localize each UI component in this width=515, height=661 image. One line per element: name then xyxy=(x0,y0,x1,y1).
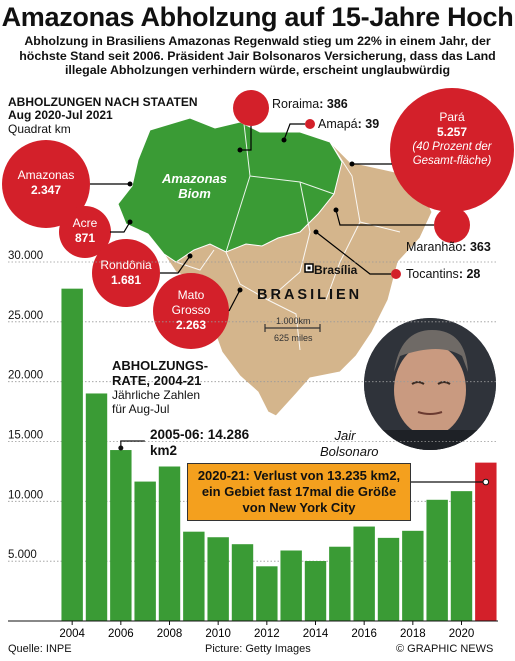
map-heading-line2: Aug 2020-Jul 2021 xyxy=(8,108,113,122)
bubble-rondonia xyxy=(92,239,160,307)
bar-2007 xyxy=(134,481,156,621)
state-label-para: Pará 5.257 (40 Prozent der Gesamt-fläche… xyxy=(394,110,510,168)
annotation-2021: 2020-21: Verlust von 13.235 km2, ein Geb… xyxy=(187,463,411,521)
chart-subtitle: Jährliche Zahlen für Aug-Jul xyxy=(112,388,201,416)
x-tick-label: 2016 xyxy=(351,628,377,640)
bar-2020 xyxy=(450,491,473,621)
bar-2011 xyxy=(231,544,254,621)
state-name-tocantins: Tocantins xyxy=(406,267,459,281)
map-scale-miles: 625 miles xyxy=(274,333,313,343)
state-label-rondonia: Rondônia 1.681 xyxy=(93,258,159,288)
x-tick-label: 2020 xyxy=(449,628,475,640)
chart-title: ABHOLZUNGS-RATE, 2004-21 xyxy=(112,358,209,388)
annotation-2006-leader xyxy=(120,440,145,449)
state-name-matogrosso: Mato Grosso xyxy=(171,288,211,317)
state-value-para: 5.257 xyxy=(436,125,468,139)
bubble-matogrosso xyxy=(153,273,229,349)
state-value-matogrosso: 2.263 xyxy=(175,318,207,332)
bubble-amapa xyxy=(305,119,315,129)
state-value-rondonia: 1.681 xyxy=(110,273,142,287)
state-label-acre: Acre 871 xyxy=(61,216,109,246)
bar-2005 xyxy=(85,393,108,621)
state-name-para: Pará xyxy=(439,110,465,124)
state-name-amazonas: Amazonas xyxy=(17,168,75,182)
map-unit: Quadrat km xyxy=(8,122,71,136)
y-tick-label: 30.000 xyxy=(8,250,43,262)
state-label-maranhao: Maranhão: 363 xyxy=(406,240,491,254)
x-tick-label: 2008 xyxy=(157,628,183,640)
bar-2004 xyxy=(61,288,83,621)
state-label-amapa: Amapá: 39 xyxy=(318,117,380,131)
deforestation-bar-chart: 5.000 10.000 15.000 20.000 25.000 30.000 2004 2… xyxy=(8,250,498,640)
photo-caption: Jair Bolsonaro xyxy=(320,428,379,459)
bubble-amazonas xyxy=(2,140,90,228)
state-value-tocantins: 28 xyxy=(466,267,481,281)
footer-brand: © GRAPHIC NEWS xyxy=(396,643,494,655)
page-title: Amazonas Abholzung auf 15-Jahre Hoch xyxy=(1,2,514,32)
state-value-roraima: 386 xyxy=(326,97,348,111)
bar-2009 xyxy=(183,531,205,621)
x-tick-label: 2006 xyxy=(108,628,134,640)
state-name-rondonia: Rondônia xyxy=(100,258,152,272)
x-tick-label: 2010 xyxy=(205,628,231,640)
amazon-biome-label-line1: Amazonas xyxy=(162,171,228,186)
bolsonaro-photo xyxy=(364,318,496,450)
state-value-maranhao: 363 xyxy=(469,240,491,254)
bubble-roraima xyxy=(233,90,269,126)
amazon-biome-label-line2: Biom xyxy=(178,186,211,201)
x-tick-label: 2012 xyxy=(254,628,280,640)
map-scale: 1.000km 625 miles xyxy=(274,316,313,344)
amazon-biome-label: Amazonas Biom xyxy=(162,171,227,201)
state-label-amazonas: Amazonas 2.347 xyxy=(4,168,88,198)
state-label-matogrosso: Mato Grosso 2.263 xyxy=(163,288,219,333)
bar-2014 xyxy=(304,561,327,621)
bar-2019 xyxy=(426,499,448,621)
state-name-amapa: Amapá xyxy=(318,117,358,131)
footer-source: Quelle: INPE xyxy=(8,643,72,655)
state-name-acre: Acre xyxy=(72,216,98,230)
page-subtitle: Abholzung in Brasiliens Amazonas Regenwa… xyxy=(19,34,496,77)
annotation-2006: 2005-06: 14.286 km2 xyxy=(150,427,250,458)
state-value-amazonas: 2.347 xyxy=(30,183,62,197)
y-tick-label: 5.000 xyxy=(8,549,37,561)
capital-label: Brasília xyxy=(314,263,358,277)
state-note-para: (40 Prozent der Gesamt-fläche) xyxy=(412,141,492,167)
bubble-tocantins xyxy=(391,269,401,279)
bar-2016 xyxy=(353,526,375,621)
x-tick-label: 2014 xyxy=(303,628,329,640)
map-heading-line1: ABHOLZUNGEN NACH STAATEN xyxy=(8,95,198,109)
footer-picture: Picture: Getty Images xyxy=(205,643,311,655)
y-tick-label: 15.000 xyxy=(8,430,43,442)
bar-2013 xyxy=(280,550,302,621)
bar-2021 xyxy=(475,462,497,621)
bubble-maranhao xyxy=(434,207,470,243)
bar-2018 xyxy=(402,530,424,621)
state-label-roraima: Roraima: 386 xyxy=(272,97,348,111)
state-value-amapa: 39 xyxy=(365,117,380,131)
country-label: BRASILIEN xyxy=(257,287,363,303)
y-tick-label: 20.000 xyxy=(8,370,43,382)
bubble-para xyxy=(390,88,514,212)
map-heading: ABHOLZUNGEN NACH STAATEN Aug 2020-Jul 20… xyxy=(8,96,198,122)
annotation-2021-dot xyxy=(482,478,490,486)
state-name-maranhao: Maranhão xyxy=(406,240,463,254)
bar-2012 xyxy=(256,566,278,621)
x-tick-label: 2018 xyxy=(400,628,426,640)
bar-2010 xyxy=(207,537,229,621)
map-scale-km: 1.000km xyxy=(276,316,311,326)
bar-2017 xyxy=(377,537,400,621)
state-value-acre: 871 xyxy=(74,231,96,245)
bar-2008 xyxy=(158,466,181,621)
bar-2006 xyxy=(110,450,132,621)
amazon-biome xyxy=(117,117,343,263)
x-tick-label: 2004 xyxy=(59,628,85,640)
y-tick-label: 25.000 xyxy=(8,310,43,322)
y-tick-label: 10.000 xyxy=(8,489,43,501)
bubble-acre xyxy=(59,206,111,258)
state-label-tocantins: Tocantins: 28 xyxy=(406,267,481,281)
annotation-2006-dot xyxy=(118,445,124,451)
state-name-roraima: Roraima xyxy=(272,97,320,111)
bar-2015 xyxy=(329,546,351,621)
